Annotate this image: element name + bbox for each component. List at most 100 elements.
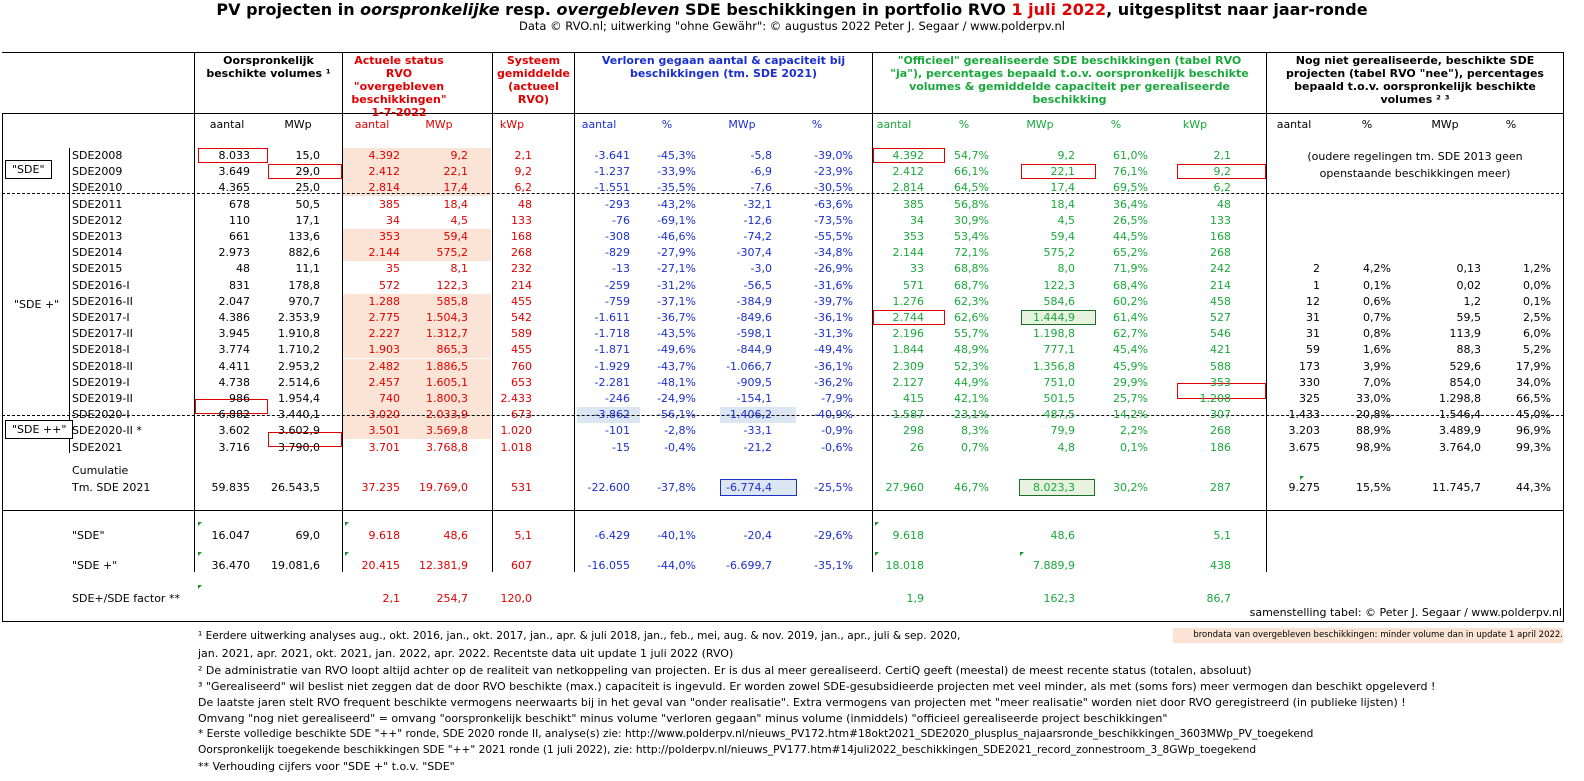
table-cell: 9,2 <box>1213 165 1232 179</box>
highlight-box <box>195 399 268 414</box>
comment-marker <box>1020 552 1024 556</box>
table-cell: 2.412 <box>892 165 925 179</box>
row-label: SDE2019-I <box>72 375 130 389</box>
table-cell: 458 <box>1210 294 1231 308</box>
table-cell: 133 <box>1210 213 1231 227</box>
table-cell: 3.764,0 <box>1439 440 1481 454</box>
shaded-cell <box>343 310 491 326</box>
table-cell: 59 <box>1306 343 1320 357</box>
table-cell: 8,3% <box>961 424 989 438</box>
table-cell: 1.356,8 <box>1033 359 1075 373</box>
summary-cell: -35,1% <box>814 559 853 572</box>
cumulative-cell: 11.745,7 <box>1432 481 1481 494</box>
table-cell: 1.710,2 <box>278 343 320 357</box>
comment-marker <box>1300 476 1304 480</box>
cumulative-cell: 531 <box>511 481 532 494</box>
shaded-cell <box>343 374 491 391</box>
table-cell: 268 <box>1210 424 1231 438</box>
table-cell: 25,0 <box>295 181 321 195</box>
table-cell: 2.309 <box>892 359 925 373</box>
highlight-box <box>268 164 342 179</box>
table-cell: -15 <box>612 440 630 454</box>
table-cell: 76,1% <box>1113 165 1148 179</box>
table-cell: 7,0% <box>1363 375 1391 389</box>
summary-cell: 18.018 <box>885 559 925 572</box>
table-cell: 48 <box>518 197 532 211</box>
shaded-cell <box>343 293 491 310</box>
table-cell: -2,8% <box>664 424 696 438</box>
table-cell: -49,4% <box>814 343 853 357</box>
column-header: aantal <box>581 118 617 131</box>
table-cell: 2.775 <box>368 311 401 324</box>
table-cell: 113,9 <box>1449 327 1482 341</box>
table-cell: 2.144 <box>892 246 925 260</box>
table-cell: 0,7% <box>961 440 989 454</box>
table-cell: 60,2% <box>1113 294 1148 308</box>
table-cell: 52,3% <box>954 359 989 373</box>
row-label: Cumulatie <box>72 464 129 477</box>
table-cell: 17,4 <box>1050 181 1076 195</box>
column-header: % <box>811 118 823 131</box>
table-cell: 4.365 <box>218 181 251 195</box>
table-cell: 2.353,9 <box>278 311 320 324</box>
summary-cell: 438 <box>1210 559 1231 572</box>
table-cell: 653 <box>511 375 532 389</box>
table-cell: -31,3% <box>814 327 853 341</box>
table-cell: -307,4 <box>736 246 772 260</box>
table-cell: -36,1% <box>814 359 853 373</box>
row-label: SDE2016-II <box>72 294 133 308</box>
table-cell: -246 <box>605 392 630 405</box>
table-cell: 2.144 <box>368 246 401 260</box>
table-cell: -30,5% <box>814 181 853 195</box>
table-cell: 571 <box>903 278 924 292</box>
table-cell: 35 <box>386 262 400 276</box>
table-cell: 487,5 <box>1043 408 1076 422</box>
table-cell: -3.641 <box>594 149 630 162</box>
table-cell: 330 <box>1299 375 1320 389</box>
grid-line <box>872 52 873 572</box>
table-cell: 2,2% <box>1120 424 1148 438</box>
table-cell: 970,7 <box>288 294 321 308</box>
table-cell: 44,9% <box>954 375 989 389</box>
table-cell: 1.208 <box>1199 392 1232 405</box>
table-cell: 2.814 <box>368 181 401 195</box>
table-cell: 4.386 <box>218 311 251 324</box>
table-cell: 6,2 <box>1213 181 1232 195</box>
table-cell: 2.047 <box>218 294 251 308</box>
table-cell: 34 <box>910 213 924 227</box>
table-cell: 1.954,4 <box>278 392 320 405</box>
column-header: % <box>1361 118 1373 131</box>
table-cell: 122,3 <box>1043 278 1076 292</box>
table-cell: 44,5% <box>1113 230 1148 243</box>
grid-line <box>492 52 493 572</box>
table-cell: 542 <box>511 311 532 324</box>
table-cell: 4,5 <box>1057 213 1076 227</box>
table-cell: 501,5 <box>1043 392 1076 405</box>
table-cell: -829 <box>605 246 630 260</box>
table-cell: -5,8 <box>750 149 772 162</box>
table-cell: 62,6% <box>954 311 989 324</box>
cumulative-cell: 46,7% <box>954 481 989 494</box>
table-cell: -31,6% <box>814 278 853 292</box>
table-cell: -39,0% <box>814 149 853 162</box>
header-orig: Oorspronkelijk beschikte volumes ¹ <box>206 54 331 80</box>
summary-cell: 9.618 <box>892 529 925 542</box>
table-cell: 6,2 <box>514 181 533 195</box>
table-cell: 29,9% <box>1113 375 1148 389</box>
table-cell: 2.227 <box>368 327 401 341</box>
table-cell: -76 <box>612 213 630 227</box>
summary-cell: 48,6 <box>443 529 469 542</box>
grid-line <box>2 510 1564 511</box>
table-cell: 1.298,8 <box>1439 392 1481 405</box>
group-label-sdeplusplus: "SDE ++" <box>5 420 74 439</box>
table-cell: 2.433 <box>500 392 533 405</box>
table-cell: -39,7% <box>814 294 853 308</box>
summary-cell: -6.429 <box>594 529 630 542</box>
table-cell: 31 <box>1306 327 1320 341</box>
cumulative-cell: 287 <box>1210 481 1231 494</box>
title-part-italic: overgebleven <box>556 0 680 19</box>
shaded-cell <box>343 326 491 343</box>
cumulative-cell: 15,5% <box>1356 481 1391 494</box>
table-cell: -7,9% <box>821 392 853 405</box>
table-cell: 751,0 <box>1043 375 1076 389</box>
